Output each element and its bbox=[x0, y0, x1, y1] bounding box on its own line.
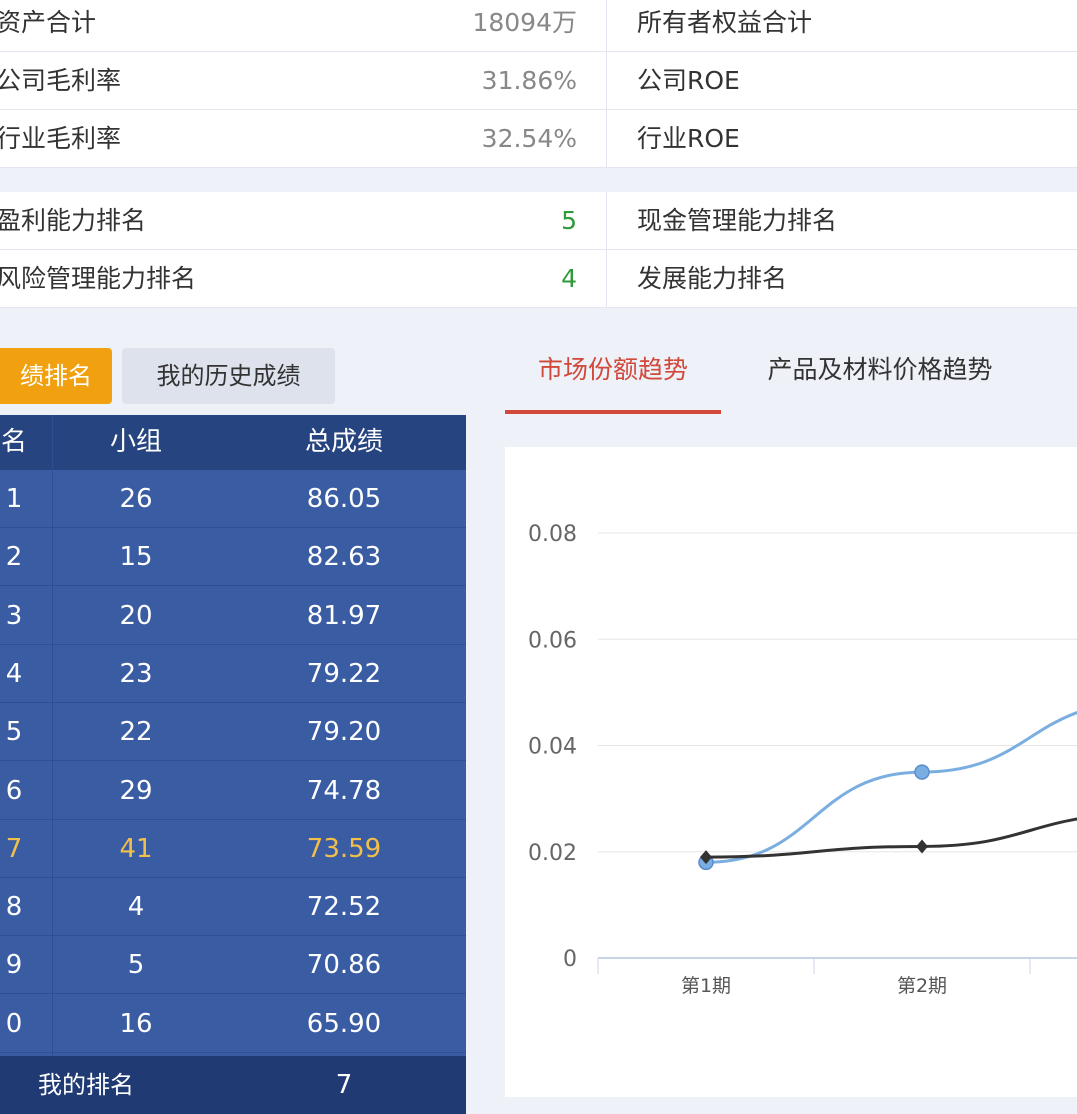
cell: 7 bbox=[335, 1070, 353, 1100]
y-tick-label: 0.04 bbox=[528, 735, 577, 760]
y-tick-label: 0.06 bbox=[528, 628, 577, 653]
cell: 我的排名 bbox=[38, 1071, 134, 1099]
row-border bbox=[0, 760, 466, 762]
chart-tab[interactable]: 产品及材料价格趋势 bbox=[767, 355, 993, 384]
cell: 名 bbox=[0, 427, 27, 457]
info-value: 31.86% bbox=[481, 66, 577, 95]
cell: 16 bbox=[119, 1008, 153, 1039]
chart-tab-active[interactable]: 市场份额趋势 bbox=[505, 340, 721, 414]
info-row: 资产合计 18094万 所有者权益合计 bbox=[0, 0, 1077, 52]
cell: 72.52 bbox=[306, 892, 382, 923]
separator bbox=[606, 52, 607, 109]
info-row: 风险管理能力排名 4 发展能力排名 bbox=[0, 250, 1077, 308]
ranking-table: 名 小组 总成绩 1 26 86.05 2 15 82.63 3 20 81.97 4 23 79.22 5 2… bbox=[0, 415, 466, 1114]
row-border bbox=[0, 935, 466, 937]
row-border bbox=[0, 701, 466, 703]
cell: 65.90 bbox=[306, 1008, 382, 1039]
info-label: 行业ROE bbox=[637, 124, 740, 153]
cell: 15 bbox=[119, 542, 153, 573]
info-label: 盈利能力排名 bbox=[0, 206, 147, 235]
info-label: 公司ROE bbox=[637, 66, 740, 95]
cell: 41 bbox=[119, 833, 153, 864]
cell: 81.97 bbox=[306, 600, 382, 631]
cell: 8 bbox=[5, 892, 23, 923]
row-border bbox=[0, 876, 466, 878]
info-label: 公司毛利率 bbox=[0, 66, 122, 95]
row-border bbox=[0, 585, 466, 587]
rank-tab[interactable]: 绩排名 bbox=[0, 348, 112, 404]
cell: 4 bbox=[5, 658, 23, 689]
separator bbox=[606, 250, 607, 307]
info-label: 所有者权益合计 bbox=[637, 8, 813, 37]
marker bbox=[914, 764, 930, 780]
cell: 79.20 bbox=[306, 717, 382, 748]
info-value: 18094万 bbox=[472, 8, 577, 37]
info-label: 现金管理能力排名 bbox=[637, 206, 838, 235]
cell: 23 bbox=[119, 658, 153, 689]
marker bbox=[700, 850, 712, 865]
cell: 9 bbox=[5, 950, 23, 981]
row-border bbox=[0, 643, 466, 645]
cell: 5 bbox=[5, 717, 23, 748]
separator bbox=[606, 110, 607, 167]
header-row bbox=[0, 415, 466, 470]
y-tick-label: 0.08 bbox=[528, 522, 577, 547]
separator bbox=[606, 0, 607, 51]
info-label: 发展能力排名 bbox=[637, 264, 788, 293]
row-border bbox=[0, 993, 466, 995]
info-value: 5 bbox=[561, 206, 577, 235]
cell: 79.22 bbox=[306, 658, 382, 689]
cell: 6 bbox=[5, 775, 23, 806]
info-label: 风险管理能力排名 bbox=[0, 264, 197, 293]
separator bbox=[606, 192, 607, 249]
cell: 小组 bbox=[109, 427, 162, 457]
info-label: 行业毛利率 bbox=[0, 124, 122, 153]
info-value: 4 bbox=[561, 264, 577, 293]
cell: 22 bbox=[119, 717, 153, 748]
info-row: 行业毛利率 32.54% 行业ROE bbox=[0, 110, 1077, 168]
cell: 0 bbox=[5, 1008, 23, 1039]
cell: 73.59 bbox=[306, 833, 382, 864]
row-border bbox=[0, 527, 466, 528]
x-tick-label: 第2期 bbox=[897, 975, 947, 997]
cell: 82.63 bbox=[306, 542, 382, 573]
cell: 70.86 bbox=[306, 950, 382, 981]
cell: 3 bbox=[5, 600, 23, 631]
cell: 7 bbox=[5, 833, 23, 864]
cell: 29 bbox=[119, 775, 153, 806]
cell: 74.78 bbox=[306, 775, 382, 806]
cell: 4 bbox=[127, 892, 145, 923]
x-tick-label: 第1期 bbox=[681, 975, 731, 997]
cell: 总成绩 bbox=[304, 427, 383, 457]
y-tick-label: 0.02 bbox=[528, 841, 577, 866]
divider bbox=[52, 415, 53, 1056]
row-border bbox=[0, 1051, 466, 1053]
cell: 20 bbox=[119, 600, 153, 631]
cell: 26 bbox=[119, 484, 153, 514]
history-tab[interactable]: 我的历史成绩 bbox=[122, 348, 335, 404]
row-border bbox=[0, 818, 466, 820]
footer-row bbox=[0, 1056, 466, 1114]
cell: 5 bbox=[127, 950, 145, 981]
cell: 1 bbox=[5, 484, 23, 514]
cell: 86.05 bbox=[306, 484, 382, 514]
chart: 0 0.02 0.04 0.06 0.08 第1期 第2期 bbox=[505, 447, 1077, 1097]
y-tick-label: 0 bbox=[563, 947, 577, 972]
info-value: 32.54% bbox=[481, 124, 577, 153]
marker bbox=[916, 839, 928, 854]
cell: 2 bbox=[5, 542, 23, 573]
info-row: 盈利能力排名 5 现金管理能力排名 bbox=[0, 192, 1077, 250]
info-row: 公司毛利率 31.86% 公司ROE bbox=[0, 52, 1077, 110]
info-label: 资产合计 bbox=[0, 8, 97, 37]
